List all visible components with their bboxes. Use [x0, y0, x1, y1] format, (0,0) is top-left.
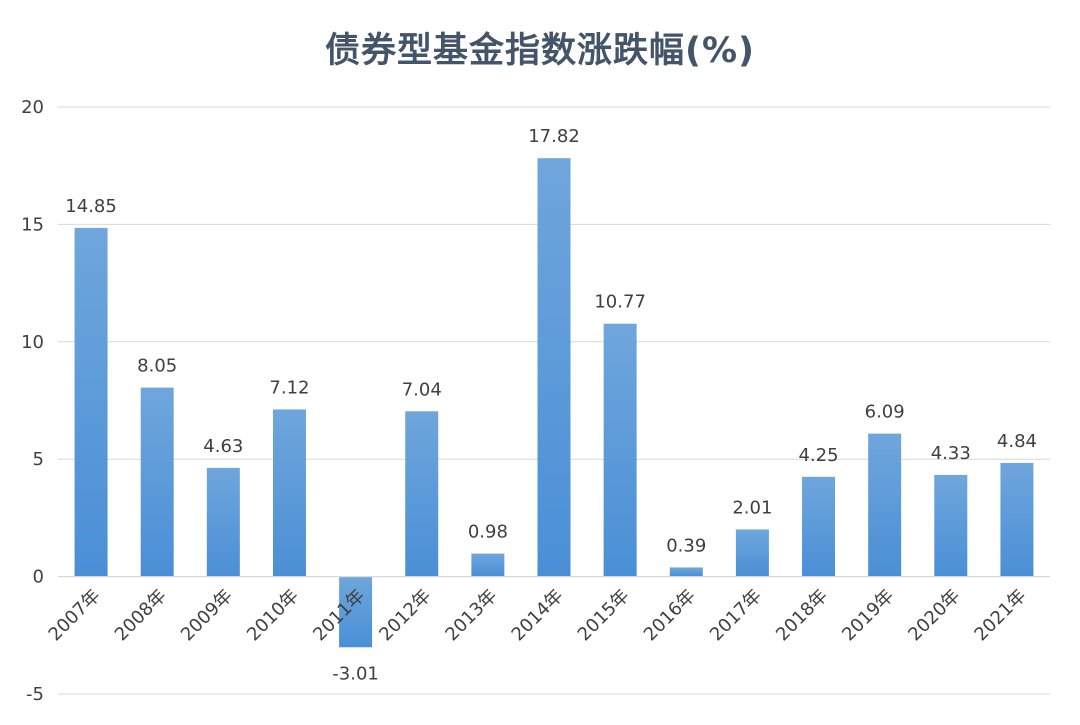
y-tick-label: 10: [21, 332, 44, 353]
bar: [140, 387, 174, 577]
data-label: 4.33: [931, 443, 971, 464]
y-tick-label: -5: [26, 684, 44, 705]
x-category-label: 2007年: [45, 585, 105, 645]
x-category-label: 2016年: [640, 585, 700, 645]
y-tick-label: 5: [33, 449, 44, 470]
bar: [74, 227, 108, 577]
data-label: 10.77: [594, 292, 646, 313]
x-category-label: 2021年: [970, 585, 1030, 645]
x-category-label: 2017年: [706, 585, 766, 645]
bar: [735, 529, 769, 577]
data-label: 4.63: [203, 436, 243, 457]
bar: [272, 409, 306, 577]
bar: [934, 474, 968, 577]
x-category-label: 2019年: [838, 585, 898, 645]
y-tick-label: 0: [33, 567, 44, 588]
y-tick-label: 20: [21, 97, 44, 118]
data-label: 2.01: [732, 497, 772, 518]
bar: [1000, 462, 1034, 577]
bar: [537, 158, 571, 577]
data-label: 6.09: [865, 402, 905, 423]
data-label: 7.04: [402, 379, 442, 400]
x-axis-categories: 2007年 2008年 2009年 2010年 2011年 2012年 2013年 2014年…: [45, 585, 1031, 645]
x-category-label: 2014年: [508, 585, 568, 645]
data-label: 7.12: [269, 377, 309, 398]
bar: [206, 467, 240, 577]
x-category-label: 2018年: [772, 585, 832, 645]
bar: [802, 476, 836, 577]
data-label: 4.25: [798, 445, 838, 466]
data-label: 17.82: [528, 126, 580, 147]
data-label: 0.98: [468, 522, 508, 543]
x-category-label: 2013年: [441, 585, 501, 645]
bar: [603, 323, 637, 577]
bar: [339, 576, 373, 648]
x-category-label: 2015年: [574, 585, 634, 645]
data-labels: 14.85 8.05 4.63 7.12 -3.01 7.04 0.98 17.82 10.77…: [65, 126, 1037, 684]
x-category-label: 2009年: [177, 585, 237, 645]
chart-title: 债券型基金指数涨跌幅(%): [324, 31, 756, 71]
data-label: 14.85: [65, 196, 117, 217]
bar: [471, 553, 505, 577]
bar: [868, 433, 902, 577]
x-category-label: 2020年: [904, 585, 964, 645]
x-category-label: 2010年: [243, 585, 303, 645]
bars: [74, 158, 1034, 648]
data-label: 4.84: [997, 431, 1037, 452]
bar: [405, 411, 439, 577]
y-tick-label: 15: [21, 214, 44, 235]
bar: [669, 567, 703, 577]
data-label: 0.39: [666, 535, 706, 556]
x-category-label: 2012年: [375, 585, 435, 645]
data-label: 8.05: [137, 356, 177, 377]
y-axis-ticks: -5 0 5 10 15 20: [21, 97, 44, 705]
data-label: -3.01: [332, 663, 379, 684]
x-category-label: 2008年: [111, 585, 171, 645]
